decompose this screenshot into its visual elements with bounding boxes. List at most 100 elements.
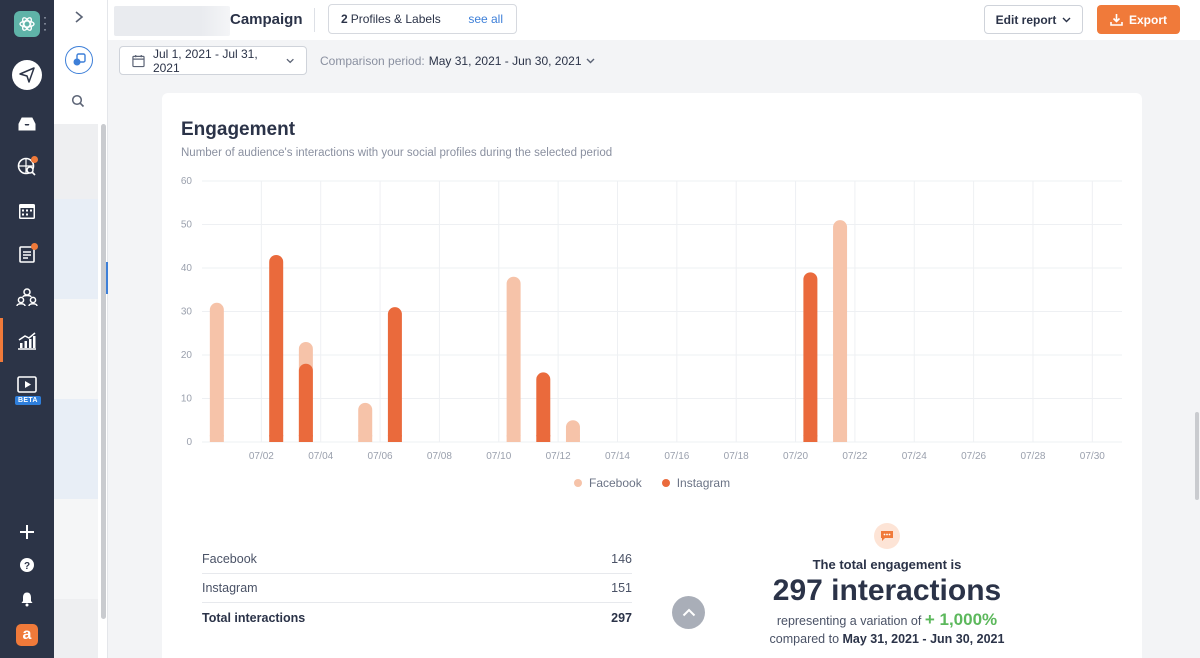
bar-base-instagram <box>803 435 818 442</box>
app-logo-icon[interactable] <box>14 11 40 37</box>
y-tick-label: 60 <box>181 176 193 187</box>
see-all-link[interactable]: see all <box>468 12 503 26</box>
bar-base-instagram <box>387 435 402 442</box>
legend-label-instagram: Instagram <box>676 476 731 490</box>
bar-facebook <box>209 302 224 442</box>
profiles-group-icon[interactable] <box>65 46 93 74</box>
x-tick-label: 07/08 <box>427 451 452 462</box>
report-header: Campaign 2 Profiles & Labels see all Edi… <box>108 0 1200 40</box>
bar-base-facebook <box>209 435 224 442</box>
publish-send-icon[interactable] <box>12 60 42 90</box>
more-options-icon[interactable]: · · · <box>43 10 47 36</box>
expand-panel-icon[interactable] <box>74 10 84 26</box>
legend-item-facebook[interactable]: Facebook <box>574 476 642 490</box>
y-tick-label: 10 <box>181 394 193 405</box>
edit-report-button[interactable]: Edit report <box>984 5 1083 34</box>
bar-instagram <box>387 307 402 442</box>
bar-facebook <box>358 402 373 442</box>
legend-item-instagram[interactable]: Instagram <box>661 476 731 490</box>
x-tick-label: 07/10 <box>486 451 511 462</box>
chevron-down-icon <box>286 58 294 63</box>
bar-facebook <box>833 220 848 442</box>
notifications-bell-icon[interactable] <box>14 586 40 612</box>
export-label: Export <box>1128 12 1167 27</box>
inbox-icon[interactable] <box>14 111 40 137</box>
legend-label-facebook: Facebook <box>589 476 642 490</box>
engagement-card: Engagement Number of audience's interact… <box>162 93 1142 658</box>
bar-base-facebook <box>565 435 580 442</box>
report-title[interactable]: Campaign <box>230 11 303 28</box>
summary-comparison: compared to May 31, 2021 - Jun 30, 2021 <box>722 632 1052 646</box>
bar-base-instagram <box>269 435 284 442</box>
svg-text:?: ? <box>24 561 30 572</box>
panel-scrollbar[interactable] <box>101 124 106 619</box>
bar-instagram <box>803 272 818 442</box>
profile-item[interactable] <box>54 299 98 399</box>
add-icon[interactable] <box>14 519 40 545</box>
x-tick-label: 07/16 <box>664 451 689 462</box>
table-total-row: Total interactions 297 <box>202 603 632 632</box>
variation-prefix: representing a variation of <box>776 614 922 628</box>
x-tick-label: 07/04 <box>308 451 333 462</box>
bar-instagram <box>269 254 284 442</box>
scroll-to-top-button[interactable] <box>672 596 705 629</box>
profiles-panel <box>54 0 108 658</box>
profile-item[interactable] <box>54 124 98 199</box>
export-button[interactable]: Export <box>1097 5 1180 34</box>
totals-table: Facebook 146 Instagram 151 Total interac… <box>202 545 632 632</box>
engagement-bar-chart: 0 10 20 30 40 50 60 07/02 07/04 07/06 07/08 07/10 07… <box>181 176 1122 462</box>
search-icon[interactable] <box>71 94 85 113</box>
chart-legend: Facebook Instagram <box>574 476 730 490</box>
profile-item[interactable] <box>54 499 98 599</box>
calendar-small-icon <box>132 54 145 67</box>
beta-badge: BETA <box>15 396 41 405</box>
summary-variation: representing a variation of + 1,000% <box>722 610 1052 630</box>
video-library-icon[interactable] <box>14 372 40 398</box>
y-tick-label: 30 <box>181 307 193 318</box>
table-row: Facebook 146 <box>202 545 632 574</box>
date-range-picker[interactable]: Jul 1, 2021 - Jul 31, 2021 <box>119 46 307 75</box>
y-tick-label: 20 <box>181 350 193 361</box>
audience-icon[interactable] <box>14 284 40 310</box>
account-logo-icon[interactable]: a <box>16 624 38 646</box>
bar-base-facebook <box>358 435 373 442</box>
compared-prefix: compared to <box>769 632 840 646</box>
comparison-period-selector[interactable]: Comparison period: May 31, 2021 - Jun 30… <box>320 54 595 68</box>
row-value: 146 <box>611 552 632 566</box>
help-icon[interactable]: ? <box>14 552 40 578</box>
x-tick-label: 07/18 <box>724 451 749 462</box>
analytics-icon[interactable] <box>14 328 40 354</box>
x-tick-label: 07/20 <box>783 451 808 462</box>
listening-globe-icon[interactable] <box>14 154 40 180</box>
compared-period: May 31, 2021 - Jun 30, 2021 <box>842 632 1005 646</box>
engagement-summary: The total engagement is 297 interactions… <box>722 523 1052 646</box>
chat-bubble-icon <box>874 523 900 549</box>
date-range-value: Jul 1, 2021 - Jul 31, 2021 <box>152 46 258 75</box>
card-subtitle: Number of audience's interactions with y… <box>181 147 613 159</box>
profile-item[interactable] <box>54 599 98 658</box>
page-scrollbar[interactable] <box>1195 412 1199 500</box>
bar-base-instagram <box>298 435 313 442</box>
profile-item[interactable] <box>54 199 98 299</box>
x-tick-label: 07/14 <box>605 451 630 462</box>
download-icon <box>1110 14 1123 26</box>
tasks-board-icon[interactable] <box>14 241 40 267</box>
divider <box>314 8 315 32</box>
notification-dot <box>31 243 38 250</box>
profile-item[interactable] <box>54 399 98 499</box>
calendar-icon[interactable] <box>14 198 40 224</box>
profiles-count: 2 <box>341 12 348 26</box>
legend-swatch-facebook <box>574 479 582 487</box>
summary-total: 297 interactions <box>772 574 1002 607</box>
x-tick-label: 07/30 <box>1080 451 1105 462</box>
profiles-label: Profiles & Labels <box>350 12 441 26</box>
row-value: 151 <box>611 581 632 595</box>
bar-instagram <box>536 372 551 442</box>
chevron-down-icon <box>1062 17 1071 22</box>
chevron-up-icon <box>682 608 695 617</box>
comparison-value: May 31, 2021 - Jun 30, 2021 <box>428 54 582 68</box>
variation-percent: + 1,000% <box>924 610 998 629</box>
x-tick-label: 07/28 <box>1020 451 1045 462</box>
profiles-labels-button[interactable]: 2 Profiles & Labels see all <box>328 4 517 34</box>
comparison-label: Comparison period: <box>320 54 425 68</box>
